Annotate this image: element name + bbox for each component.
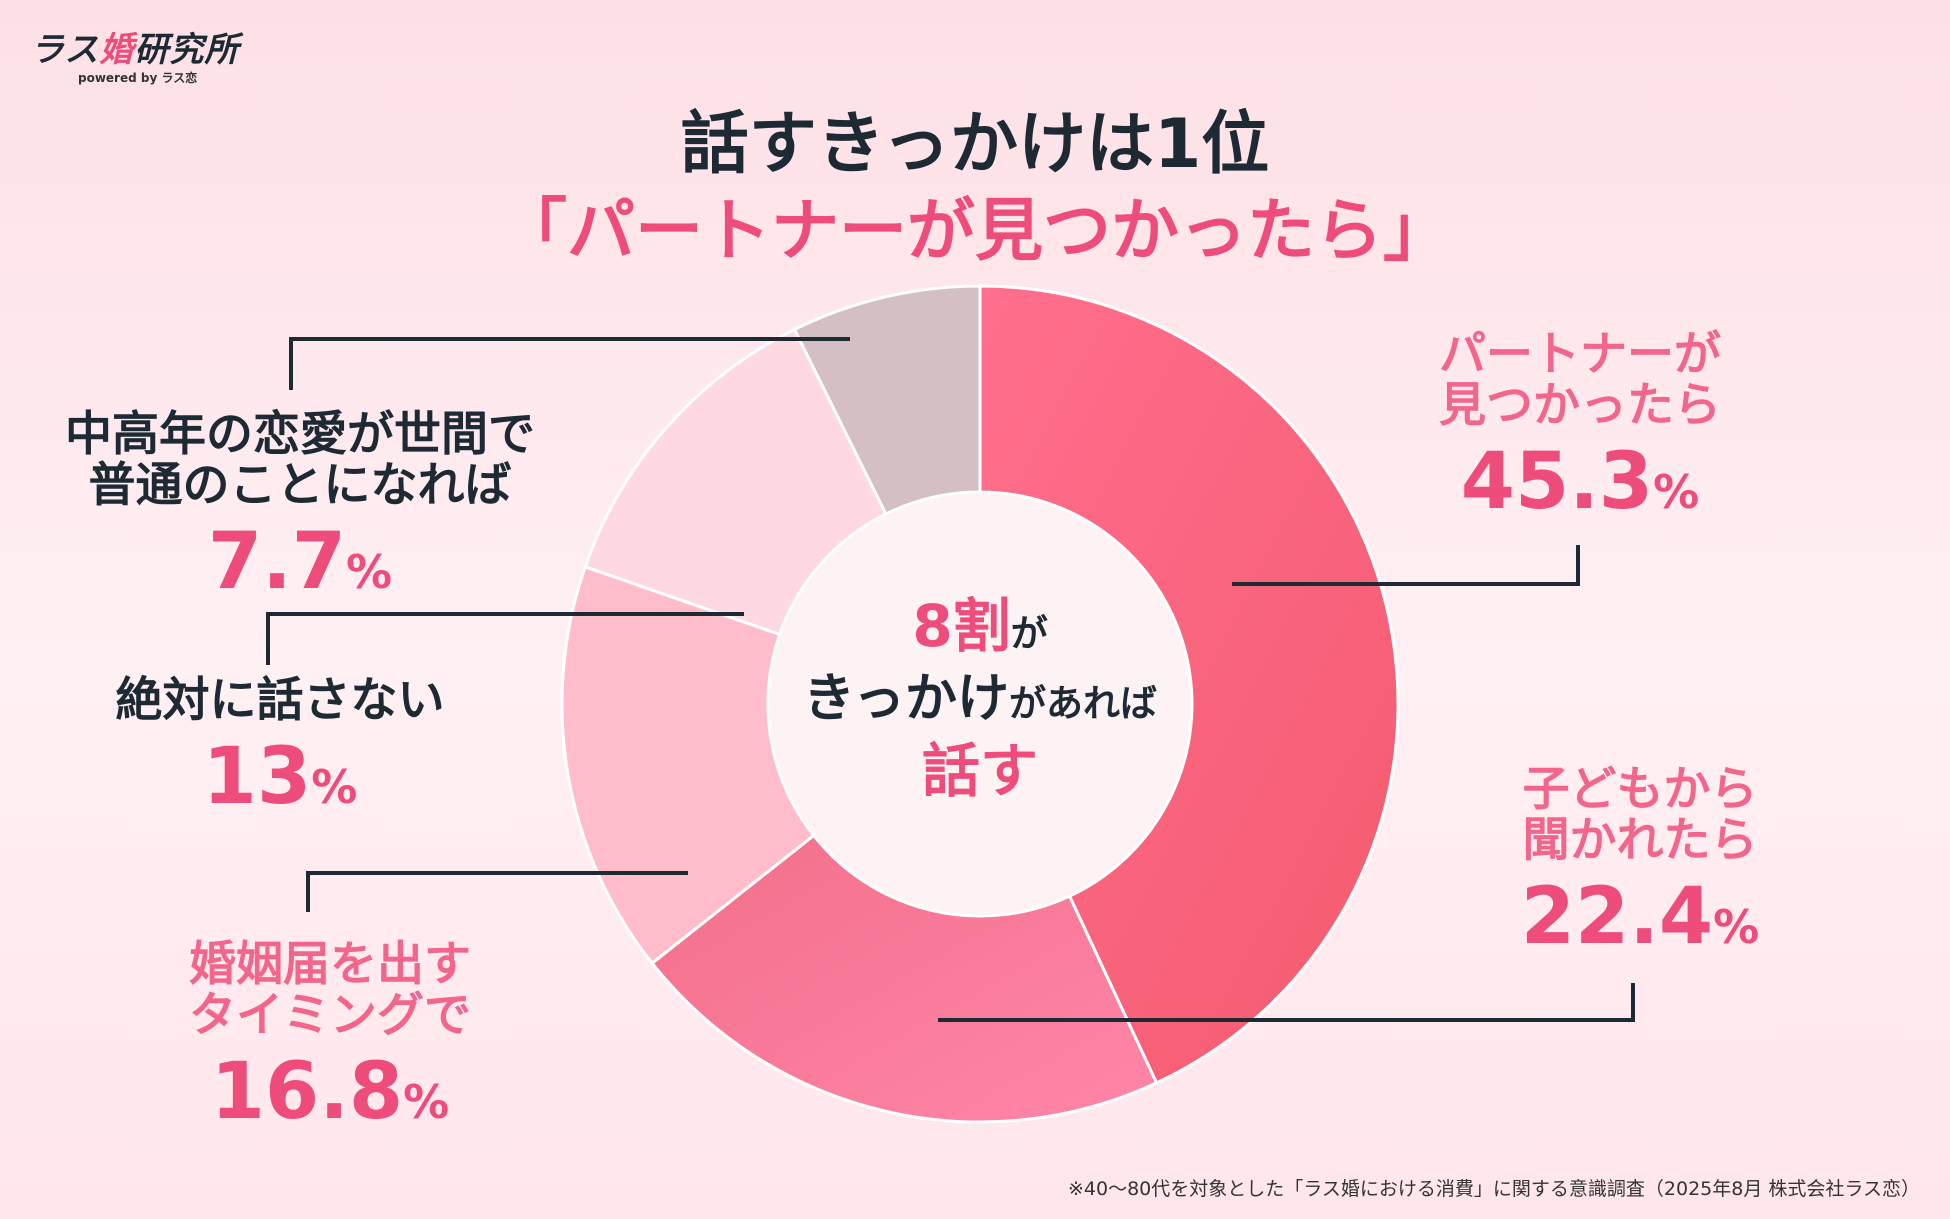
leader-line-partner [1232,545,1580,586]
label-society-pct: % [346,544,393,599]
chart-subtitle: 「パートナーが見つかったら」 [498,192,1451,271]
center-number: 8 [912,592,953,660]
donut-hole [769,493,1191,915]
leader-line-children [938,983,1635,1022]
label-marriage-number: 16.8 [210,1046,404,1137]
center-ga: が [1010,612,1048,655]
label-children-value: 22.4% [1440,871,1840,962]
label-marriage: 婚姻届を出す タイミングで 16.8% [120,937,540,1137]
slice-children [649,833,1159,1124]
brand-logo: ラス婚研究所 powered by ラス恋 [30,22,239,86]
leader-line-marriage [306,871,688,912]
label-never: 絶対に話さない 13% [70,673,490,819]
slice-partner [978,284,1400,1085]
logo-prefix: ラス [30,30,100,70]
label-marriage-line2: タイミングで [189,987,471,1043]
slice-society [792,284,982,517]
label-never-pct: % [311,759,358,814]
leader-line-society [289,337,850,390]
label-never-line1: 絶対に話さない [115,673,445,728]
label-partner-value: 45.3% [1380,436,1780,527]
center-hanasu: 話す [921,737,1038,806]
label-marriage-value: 16.8% [120,1046,540,1137]
label-children: 子どもから 聞かれたら 22.4% [1440,762,1840,962]
label-partner-line1: パートナーが [1439,327,1721,382]
label-partner-pct: % [1653,464,1700,519]
chart-title: 話すきっかけは1位 [680,105,1270,184]
donut-center-text: 8割が きっかけがあれば 話す [770,590,1190,808]
label-children-pct: % [1713,899,1760,954]
label-society-line2: 普通のことになれば [88,457,512,513]
label-society: 中高年の恋愛が世間で 普通のことになれば 7.7% [40,407,560,607]
label-society-value: 7.7% [40,516,560,607]
center-line1: 8割が [770,590,1190,663]
label-marriage-pct: % [403,1074,450,1129]
center-gaareba: があれば [1008,681,1157,725]
footnote: ※40〜80代を対象とした「ラス婚における消費」に関する意識調査（2025年8月… [1068,1178,1920,1200]
label-never-number: 13 [202,731,312,822]
label-partner-line2: 見つかったら [1439,377,1721,433]
label-partner-number: 45.3 [1460,436,1654,527]
label-partner: パートナーが 見つかったら 45.3% [1380,327,1780,527]
label-society-number: 7.7 [207,516,347,607]
leader-line-never [266,612,744,665]
logo-suffix: 研究所 [134,30,240,70]
label-children-number: 22.4 [1520,871,1714,962]
center-kikkake: きっかけ [803,668,1009,729]
logo-tagline: powered by ラス恋 [78,71,198,85]
logo-accent: 婚 [99,30,135,70]
center-line2: きっかけがあれば [770,663,1190,736]
slice-never [583,327,888,637]
label-marriage-line1: 婚姻届を出す [189,937,471,992]
label-children-line2: 聞かれたら [1522,812,1758,868]
label-never-value: 13% [70,735,490,819]
center-wari: 割 [952,592,1011,660]
label-children-line1: 子どもから [1522,762,1758,817]
label-society-line1: 中高年の恋愛が世間で [65,407,535,462]
slice-marriage [560,564,816,966]
logo-wordmark: ラス婚研究所 [30,22,239,71]
